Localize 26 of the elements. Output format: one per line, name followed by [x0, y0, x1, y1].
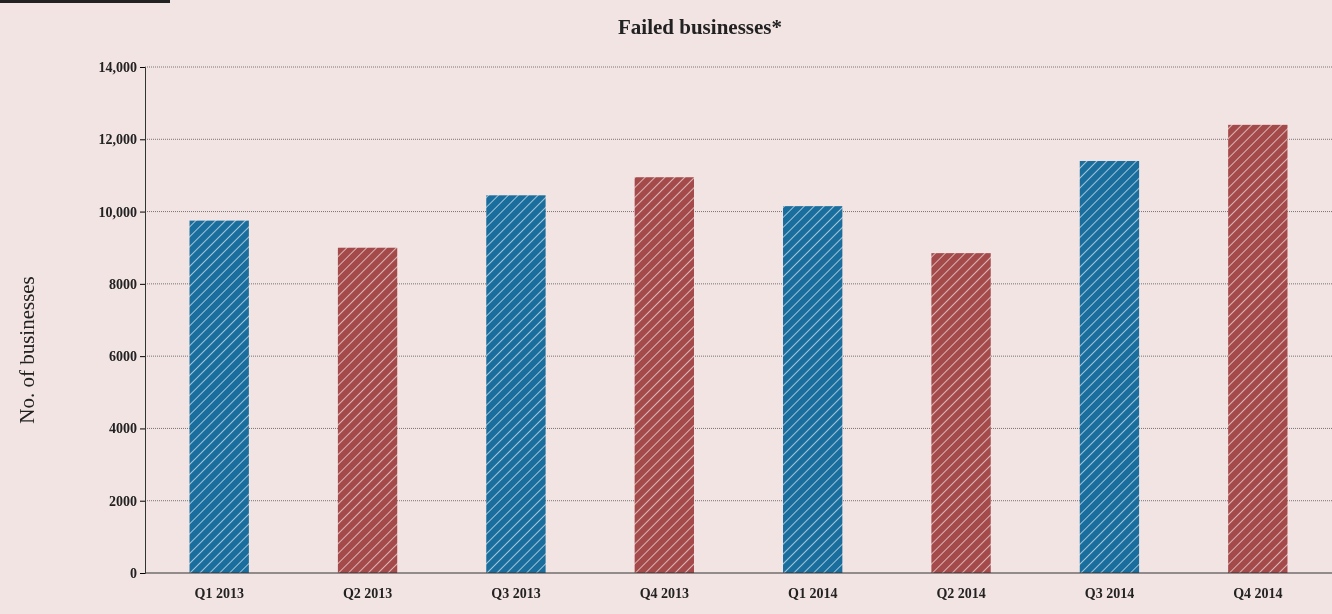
y-tick-label: 12,000: [98, 132, 137, 148]
bar: [783, 206, 843, 573]
x-tick-label: Q3 2013: [491, 586, 541, 601]
bar: [634, 177, 694, 573]
y-tick-label: 10,000: [98, 204, 137, 220]
x-tick-label: Q3 2014: [1084, 586, 1135, 601]
bar: [189, 220, 249, 573]
y-axis-title: No. of businesses: [15, 276, 39, 424]
x-tick-label: Q4 2014: [1233, 586, 1283, 601]
bar: [931, 253, 991, 573]
y-tick-label: 14,000: [98, 59, 137, 75]
x-tick-label: Q2 2013: [342, 586, 393, 601]
y-tick-label: 0: [130, 565, 137, 581]
x-tick-label: Q1 2013: [194, 586, 244, 601]
y-tick-label: 4000: [109, 421, 137, 437]
x-tick-label: Q2 2014: [936, 586, 986, 601]
bar: [337, 247, 398, 573]
y-tick-label: 2000: [109, 493, 137, 509]
y-tick-label: 6000: [109, 349, 137, 365]
y-tick-label: 8000: [109, 276, 137, 292]
chart-title: Failed businesses*: [618, 15, 782, 39]
x-tick-label: Q1 2014: [787, 586, 838, 601]
x-tick-label: Q4 2013: [639, 586, 690, 601]
bar: [1228, 124, 1288, 573]
bar: [1079, 160, 1140, 573]
bar: [486, 195, 546, 573]
